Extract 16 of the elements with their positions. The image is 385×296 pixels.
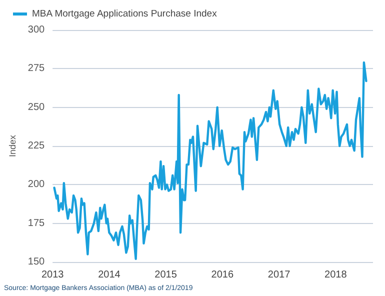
y-tick-label: 250 [28, 102, 46, 113]
x-tick-label: 2013 [41, 270, 64, 280]
y-tick-label: 200 [28, 179, 46, 190]
x-tick-label: 2018 [324, 270, 348, 280]
x-tick-label: 2017 [268, 270, 291, 280]
y-tick-label: 225 [28, 140, 46, 152]
y-tick-label: 275 [28, 63, 46, 74]
x-tick-label: 2015 [154, 270, 178, 280]
line-series [53, 61, 368, 260]
x-tick-label: 2016 [211, 270, 234, 280]
y-tick-label: 175 [28, 218, 46, 229]
legend-label: MBA Mortgage Applications Purchase Index [32, 8, 218, 20]
y-tick-label: 300 [28, 24, 46, 36]
x-tick-label: 2014 [98, 270, 121, 280]
y-axis-title: Index [8, 134, 18, 158]
y-tick-label: 150 [28, 256, 46, 268]
